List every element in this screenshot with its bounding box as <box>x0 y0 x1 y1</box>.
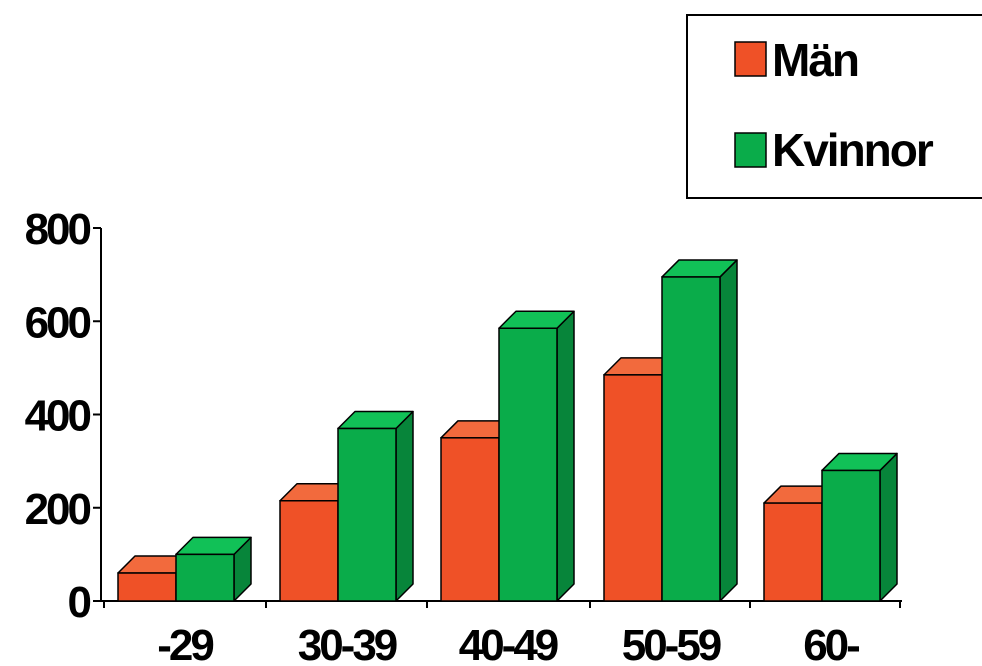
x-tick-label: 60- <box>803 621 859 666</box>
bars <box>117 259 898 602</box>
bar-front-face <box>821 469 881 602</box>
bar-kvinnor-50-59 <box>661 259 738 602</box>
bar-front-face <box>603 374 663 602</box>
bar-kvinnor-60- <box>821 452 898 602</box>
y-tick-label: 400 <box>25 392 91 441</box>
bar-front-face <box>661 276 721 602</box>
bar-front-face <box>440 437 500 602</box>
x-tick-label: 50-59 <box>622 621 721 666</box>
y-axis: 0 200 400 600 800 <box>25 205 102 627</box>
legend: Män Kvinnor <box>686 14 982 199</box>
x-tick-label: 30-39 <box>298 621 397 666</box>
bar-side-face <box>719 259 738 602</box>
bar-kvinnor-40-49 <box>498 310 575 602</box>
bar-side-face <box>556 310 575 602</box>
bar-front-face <box>175 553 235 602</box>
legend-label-man: Män <box>772 34 858 86</box>
legend-swatch-kvinnor <box>734 132 767 168</box>
bar-side-face <box>395 410 414 602</box>
bar-kvinnor--29 <box>175 536 252 602</box>
bar-front-face <box>763 502 823 602</box>
legend-swatch-man <box>734 41 767 77</box>
y-tick-label: 200 <box>25 485 91 534</box>
y-ticks: 0 200 400 600 800 <box>25 205 101 627</box>
x-tick-label: -29 <box>157 621 213 666</box>
bar-kvinnor-30-39 <box>337 410 414 602</box>
x-tick-label: 40-49 <box>459 621 558 666</box>
bar-front-face <box>279 500 339 602</box>
bar-front-face <box>337 427 397 602</box>
y-tick-label: 0 <box>68 578 91 627</box>
y-tick-label: 800 <box>25 205 91 254</box>
y-tick-label: 600 <box>25 298 91 347</box>
legend-label-kvinnor: Kvinnor <box>772 124 934 176</box>
bar-front-face <box>117 572 177 602</box>
bar-side-face <box>879 452 898 602</box>
x-ticks: -29 30-39 40-49 50-59 60- <box>103 601 901 666</box>
bar-front-face <box>498 327 558 602</box>
x-axis: -29 30-39 40-49 50-59 60- <box>101 600 902 666</box>
